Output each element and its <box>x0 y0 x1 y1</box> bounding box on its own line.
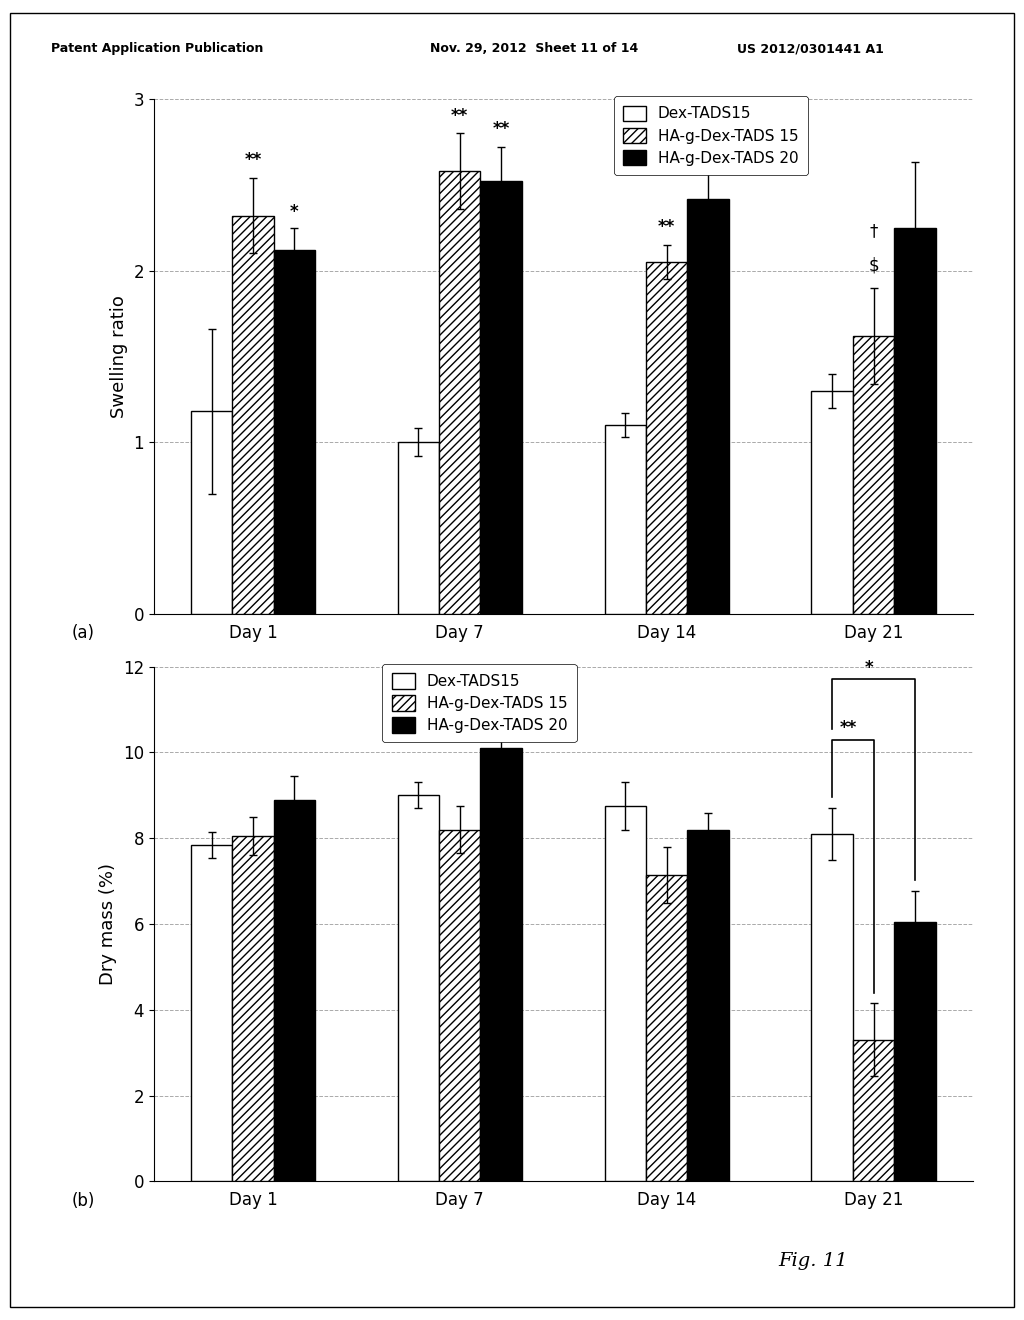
Text: Fig. 11: Fig. 11 <box>778 1251 848 1270</box>
Text: **: ** <box>699 124 717 143</box>
Bar <box>439 830 480 1181</box>
Bar <box>480 181 522 614</box>
Text: *: * <box>865 659 873 677</box>
Bar <box>190 412 232 614</box>
Text: Nov. 29, 2012  Sheet 11 of 14: Nov. 29, 2012 Sheet 11 of 14 <box>430 42 638 55</box>
Text: (a): (a) <box>72 624 94 643</box>
Bar <box>480 748 522 1181</box>
Bar <box>232 836 273 1181</box>
Bar <box>646 875 687 1181</box>
Bar <box>190 845 232 1181</box>
Bar <box>894 921 936 1181</box>
Text: (b): (b) <box>72 1192 95 1210</box>
Y-axis label: Dry mass (%): Dry mass (%) <box>99 863 117 985</box>
Legend: Dex-TADS15, HA-g-Dex-TADS 15, HA-g-Dex-TADS 20: Dex-TADS15, HA-g-Dex-TADS 15, HA-g-Dex-T… <box>613 96 808 174</box>
Text: **: ** <box>452 107 468 125</box>
Bar <box>273 249 315 614</box>
Text: **: ** <box>493 120 510 139</box>
Bar <box>687 830 729 1181</box>
Bar <box>811 391 853 614</box>
Text: Patent Application Publication: Patent Application Publication <box>51 42 263 55</box>
Bar <box>232 215 273 614</box>
Bar <box>439 172 480 614</box>
Bar <box>853 1040 894 1181</box>
Legend: Dex-TADS15, HA-g-Dex-TADS 15, HA-g-Dex-TADS 20: Dex-TADS15, HA-g-Dex-TADS 15, HA-g-Dex-T… <box>382 664 577 742</box>
Text: US 2012/0301441 A1: US 2012/0301441 A1 <box>737 42 884 55</box>
Bar <box>853 335 894 614</box>
Bar <box>397 442 439 614</box>
Y-axis label: Swelling ratio: Swelling ratio <box>110 294 128 418</box>
Bar <box>894 227 936 614</box>
Text: †: † <box>869 222 878 240</box>
Bar <box>811 834 853 1181</box>
Text: **: ** <box>658 218 675 236</box>
Text: **: ** <box>840 719 857 738</box>
Text: **: ** <box>245 152 261 169</box>
Bar <box>687 198 729 614</box>
Bar <box>273 800 315 1181</box>
Bar <box>397 795 439 1181</box>
Text: $: $ <box>868 256 879 275</box>
Bar <box>604 807 646 1181</box>
Text: *: * <box>290 203 299 220</box>
Bar <box>604 425 646 614</box>
Bar <box>646 261 687 614</box>
